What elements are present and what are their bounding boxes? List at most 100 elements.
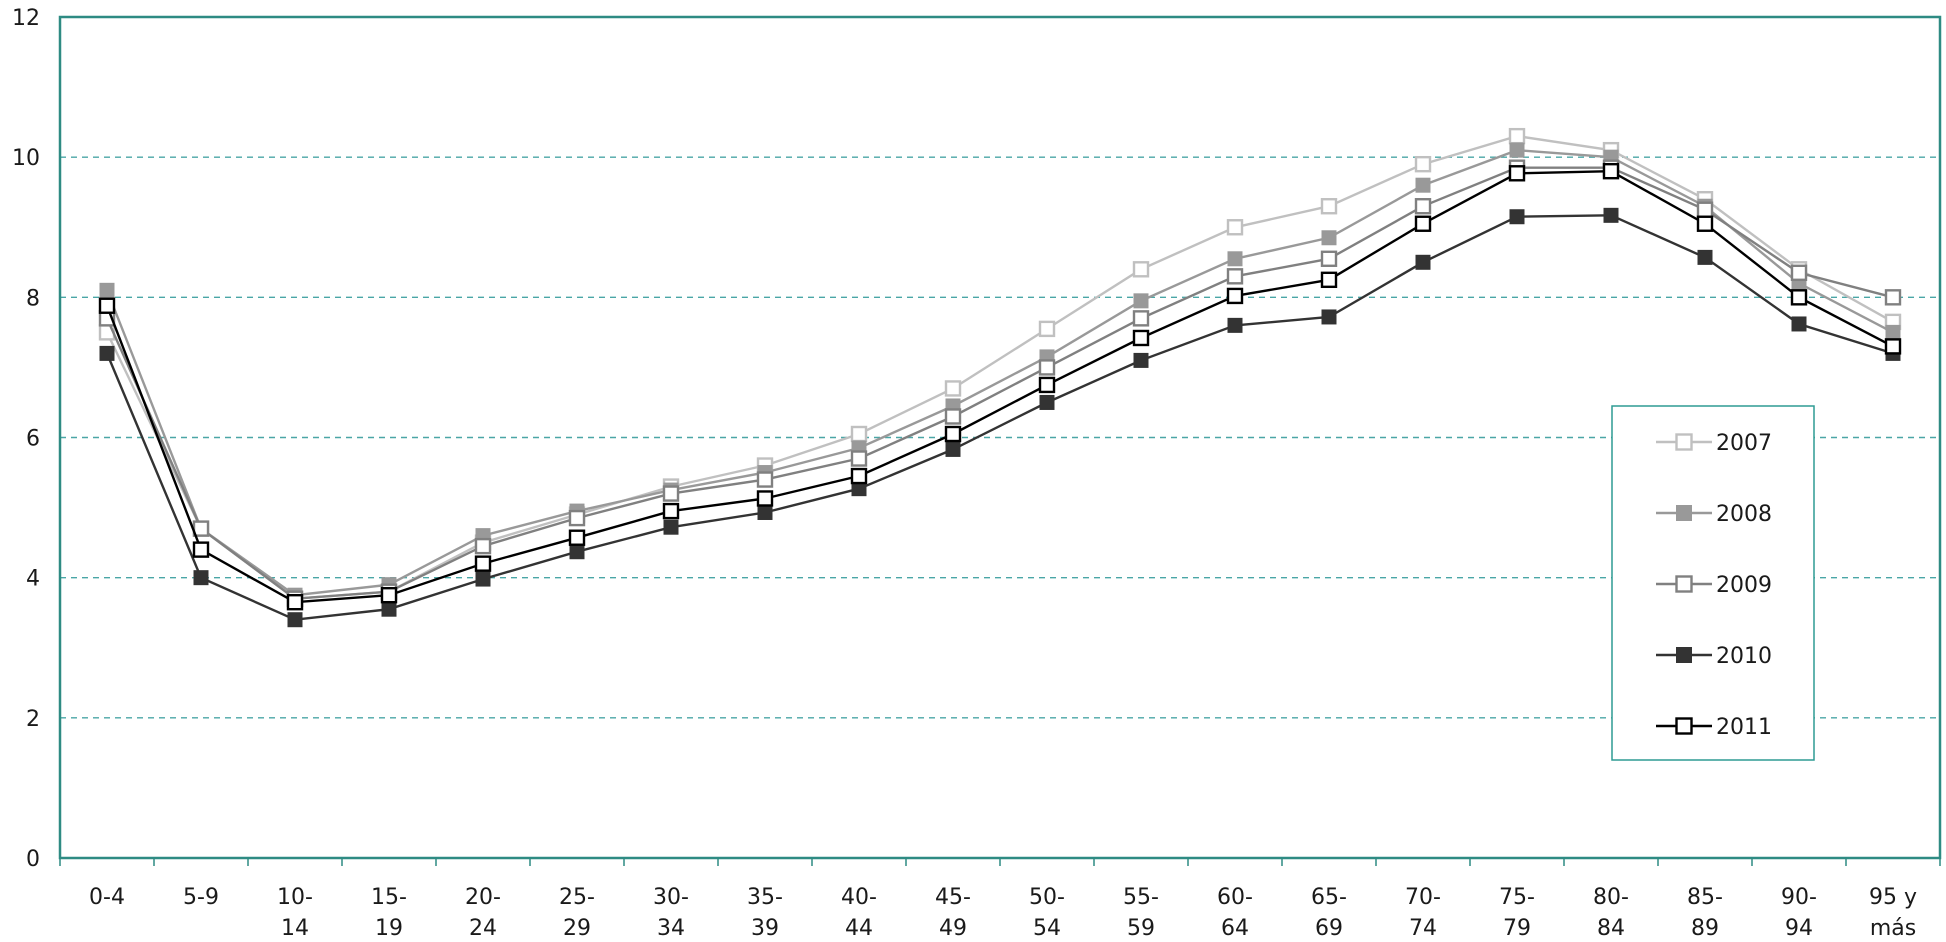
- data-point-marker: [1414, 215, 1432, 232]
- data-point-marker: [756, 490, 774, 507]
- y-tick-label: 4: [26, 567, 40, 592]
- y-tick-label: 10: [12, 146, 40, 171]
- data-point-marker: [1603, 207, 1619, 223]
- data-point-marker: [1414, 198, 1432, 215]
- y-tick-label: 0: [26, 847, 40, 872]
- y-tick-label: 12: [12, 6, 40, 31]
- data-point-marker: [1133, 352, 1149, 368]
- y-axis: 0 2 4 6 8 10 12: [12, 6, 40, 872]
- x-tick-label: 80-84: [1593, 885, 1629, 941]
- data-point-marker: [1226, 287, 1244, 305]
- series-2010: [99, 207, 1901, 628]
- x-tick-label: 55-59: [1123, 885, 1159, 941]
- data-point-marker: [945, 441, 961, 457]
- legend: 2007 2008 2009 2010 2011: [1611, 405, 1815, 761]
- data-point-marker: [1697, 249, 1713, 265]
- data-point-marker: [1227, 317, 1243, 333]
- data-point-marker: [1320, 250, 1338, 267]
- legend-item: 2009: [1656, 573, 1772, 598]
- series-line: [105, 169, 1894, 604]
- legend-item: 2007: [1656, 431, 1772, 456]
- data-point-marker: [1696, 215, 1714, 232]
- data-point-marker: [1509, 142, 1525, 158]
- data-point-marker: [662, 502, 680, 520]
- series-line: [105, 214, 1894, 621]
- x-tick-label: 10-14: [277, 885, 313, 941]
- data-point-marker: [663, 519, 679, 535]
- data-point-marker: [475, 571, 491, 587]
- data-point-marker: [1415, 254, 1431, 270]
- legend-item: 2011: [1656, 715, 1772, 740]
- data-point-marker: [1675, 575, 1693, 593]
- data-point-marker: [1508, 165, 1526, 182]
- data-point-marker: [1038, 359, 1056, 376]
- data-point-marker: [1133, 293, 1149, 309]
- data-point-marker: [287, 612, 303, 628]
- data-point-marker: [98, 297, 116, 314]
- series-line: [105, 166, 1894, 600]
- data-point-marker: [1675, 717, 1693, 735]
- y-tick-label: 8: [26, 286, 40, 311]
- data-point-marker: [1226, 219, 1244, 236]
- data-point-marker: [662, 485, 680, 502]
- data-point-marker: [380, 586, 398, 604]
- data-point-marker: [286, 593, 304, 611]
- data-point-marker: [850, 425, 868, 443]
- data-point-marker: [1602, 162, 1620, 180]
- legend-label: 2011: [1716, 715, 1772, 740]
- data-point-marker: [568, 509, 586, 527]
- data-point-marker: [1038, 376, 1056, 394]
- x-tick-label: 70-74: [1405, 885, 1441, 941]
- data-point-marker: [1321, 309, 1337, 325]
- x-tick-label: 25-29: [559, 885, 595, 941]
- x-tick-label: 60-64: [1217, 885, 1253, 941]
- data-point-marker: [757, 504, 773, 520]
- data-point-marker: [1508, 127, 1526, 145]
- x-tick-label: 75-79: [1499, 885, 1535, 941]
- x-tick-label: 35-39: [747, 885, 783, 941]
- series-line: [105, 148, 1894, 597]
- legend-box: [1611, 405, 1815, 761]
- legend-label: 2009: [1716, 573, 1772, 598]
- y-tick-label: 6: [26, 427, 40, 452]
- data-point-marker: [1791, 316, 1807, 332]
- series-layer: [98, 127, 1902, 628]
- data-point-marker: [1676, 647, 1692, 663]
- x-tick-label: 45-49: [935, 885, 971, 941]
- x-tick-label: 85-89: [1687, 885, 1723, 941]
- data-point-marker: [1509, 209, 1525, 225]
- data-point-marker: [756, 471, 774, 488]
- data-point-marker: [1039, 394, 1055, 410]
- data-point-marker: [474, 555, 492, 572]
- data-point-marker: [1790, 264, 1808, 282]
- data-point-marker: [569, 544, 585, 560]
- data-point-marker: [1414, 155, 1432, 173]
- data-point-marker: [1884, 289, 1902, 306]
- legend-label: 2008: [1716, 502, 1772, 527]
- data-point-marker: [1132, 310, 1150, 327]
- data-point-marker: [192, 520, 210, 537]
- data-point-marker: [850, 467, 868, 485]
- x-axis: 0-4 5-9 10-14 15-19 20-24 25-29 30-34 35-39 40-4…: [59, 858, 1941, 941]
- data-point-marker: [1415, 177, 1431, 193]
- legend-label: 2007: [1716, 431, 1772, 456]
- data-point-marker: [1320, 198, 1338, 215]
- y-tick-label: 2: [26, 707, 40, 732]
- data-point-marker: [99, 345, 115, 361]
- data-point-marker: [1132, 261, 1150, 278]
- x-tick-label: 30-34: [653, 885, 689, 941]
- data-point-marker: [99, 282, 115, 298]
- legend-label: 2010: [1716, 644, 1772, 669]
- x-tick-label: 95 y más: [1869, 885, 1917, 941]
- legend-item: 2008: [1656, 502, 1772, 527]
- series-2011: [98, 162, 1902, 611]
- data-point-marker: [944, 408, 962, 425]
- x-tick-label: 0-4: [89, 885, 125, 910]
- x-tick-label: 5-9: [183, 885, 219, 910]
- data-point-marker: [568, 529, 586, 546]
- data-point-marker: [1320, 271, 1338, 289]
- data-point-marker: [944, 425, 962, 443]
- data-point-marker: [1696, 201, 1714, 218]
- data-point-marker: [193, 570, 209, 586]
